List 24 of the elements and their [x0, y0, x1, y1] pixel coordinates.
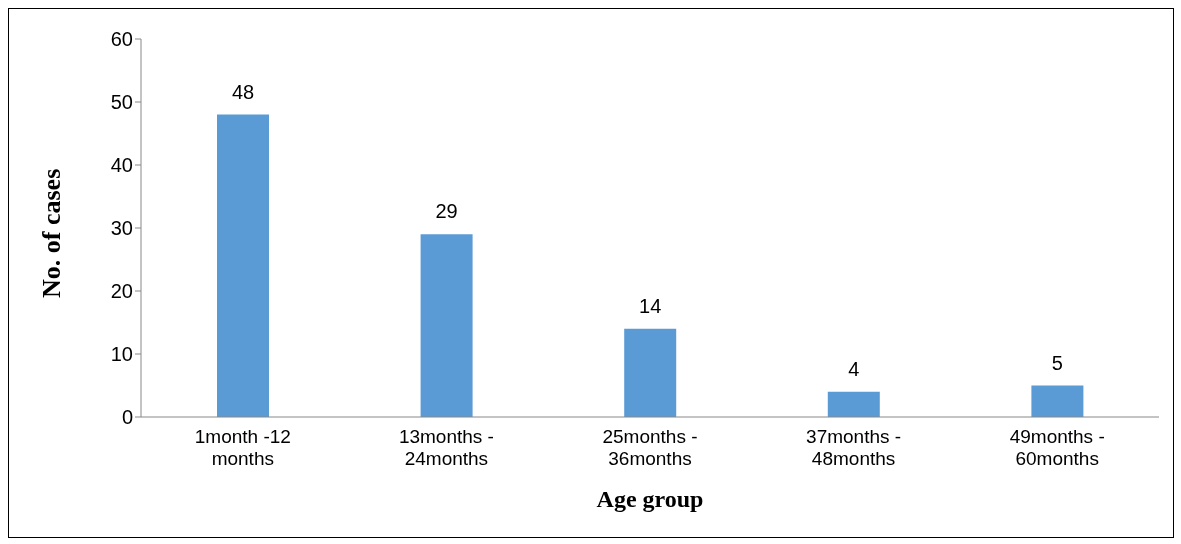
x-tick-label: 37months - 48months: [806, 426, 902, 469]
bar: [1031, 385, 1084, 417]
y-tick-label: 20: [110, 280, 133, 303]
x-tick-label: 49months - 60months: [1009, 426, 1105, 469]
data-label: 48: [231, 80, 255, 103]
bar: [827, 391, 880, 417]
x-axis-title: Age group: [596, 486, 704, 512]
y-axis-title: No. of cases: [37, 168, 67, 298]
x-tick-label: 13months - 24months: [398, 426, 494, 469]
bar: [217, 114, 269, 417]
y-tick-label: 50: [110, 91, 133, 114]
x-tick-label: 1month -12 months: [194, 426, 291, 469]
data-label: 5: [1051, 351, 1063, 374]
y-tick-label: 30: [110, 217, 133, 240]
bar: [420, 234, 473, 417]
data-label: 14: [639, 294, 662, 317]
y-tick-label: 10: [110, 343, 133, 366]
x-tick-label: 25months - 36months: [602, 426, 698, 469]
y-tick-label: 0: [121, 406, 133, 429]
bar: [624, 328, 677, 417]
y-tick-label: 60: [110, 28, 133, 51]
y-tick-label: 40: [110, 154, 133, 177]
data-label: 4: [848, 357, 860, 380]
data-label: 29: [435, 200, 458, 223]
